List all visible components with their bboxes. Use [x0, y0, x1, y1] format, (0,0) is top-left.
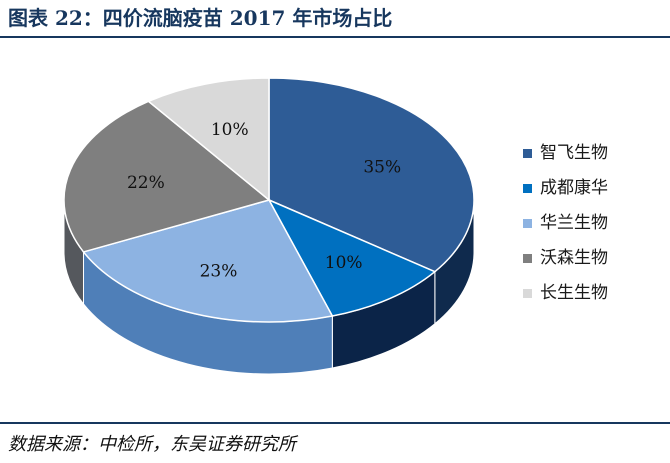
- legend-swatch: [523, 219, 532, 228]
- pie-slice-4: [63, 100, 271, 253]
- legend-swatch: [523, 149, 532, 158]
- legend-label: 成都康华: [540, 178, 608, 198]
- legend-swatch: [523, 289, 532, 298]
- pie-value-label: 22%: [127, 173, 165, 193]
- pie-slices: [63, 77, 475, 323]
- source-rule: [0, 422, 670, 424]
- source-note: 数据来源：中检所，东吴证券研究所: [8, 434, 296, 455]
- figure-title: 图表 22：四价流脑疫苗 2017 年市场占比: [8, 6, 393, 30]
- pie-value-labels: 35% 10% 23% 22% 10%: [127, 120, 401, 281]
- legend-swatch: [523, 184, 532, 193]
- legend-label: 智飞生物: [540, 143, 608, 163]
- pie-slice-2: [267, 198, 437, 317]
- pie-value-label: 10%: [211, 120, 249, 140]
- pie-slice-1: [268, 77, 475, 273]
- pie-slice-5: [147, 77, 270, 202]
- pie-sides: [63, 199, 475, 375]
- pie-value-label: 35%: [363, 158, 401, 178]
- legend-label: 沃森生物: [540, 248, 608, 268]
- legend-swatch: [523, 254, 532, 263]
- title-rule: [0, 36, 670, 38]
- legend-label: 华兰生物: [540, 213, 608, 233]
- legend-label: 长生生物: [540, 283, 608, 303]
- pie-slice-3: [82, 199, 334, 323]
- pie-value-label: 23%: [200, 261, 238, 281]
- pie-value-label: 10%: [325, 253, 363, 273]
